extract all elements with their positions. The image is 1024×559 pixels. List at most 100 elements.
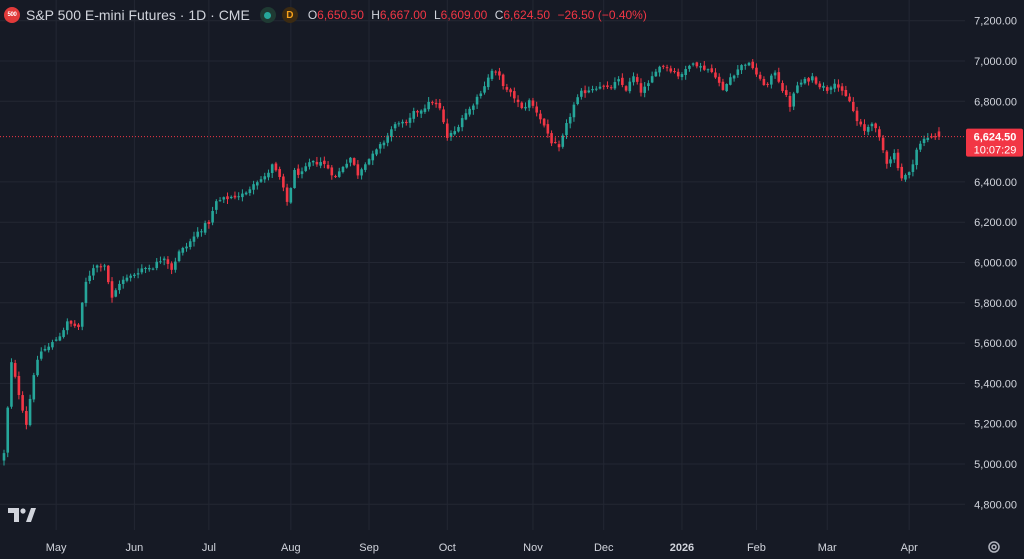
- candle[interactable]: [866, 124, 870, 136]
- candle[interactable]: [457, 124, 460, 133]
- candle[interactable]: [535, 101, 538, 117]
- candle[interactable]: [352, 157, 356, 167]
- candle[interactable]: [427, 97, 430, 112]
- candle[interactable]: [643, 81, 646, 98]
- candle[interactable]: [278, 166, 281, 180]
- candle[interactable]: [568, 113, 572, 129]
- candle[interactable]: [237, 192, 240, 201]
- candle[interactable]: [509, 87, 512, 97]
- candle[interactable]: [233, 191, 237, 200]
- candle[interactable]: [621, 73, 624, 88]
- candle[interactable]: [561, 133, 565, 149]
- candle[interactable]: [807, 76, 810, 86]
- candle[interactable]: [244, 191, 248, 196]
- gear-icon[interactable]: [987, 540, 1001, 559]
- candle[interactable]: [688, 64, 691, 72]
- candle[interactable]: [39, 347, 43, 361]
- candle[interactable]: [103, 263, 106, 271]
- candle[interactable]: [799, 79, 803, 88]
- candle[interactable]: [401, 119, 404, 128]
- candle[interactable]: [28, 394, 32, 427]
- data-badge[interactable]: D: [281, 7, 298, 23]
- candle[interactable]: [200, 228, 203, 237]
- candle[interactable]: [419, 109, 423, 118]
- candle[interactable]: [889, 156, 892, 168]
- candle[interactable]: [88, 270, 91, 284]
- candle[interactable]: [241, 189, 244, 202]
- candle[interactable]: [758, 71, 762, 81]
- candle[interactable]: [393, 121, 397, 132]
- candle[interactable]: [907, 171, 911, 179]
- candle[interactable]: [770, 73, 773, 89]
- candle[interactable]: [259, 176, 263, 183]
- candle[interactable]: [803, 76, 807, 85]
- candle[interactable]: [323, 156, 326, 169]
- symbol-logo-icon[interactable]: 500: [4, 7, 20, 23]
- candle[interactable]: [747, 61, 751, 67]
- candle[interactable]: [349, 156, 352, 167]
- time-axis[interactable]: May Jun Jul Aug Sep Oct Nov Dec 2026 Feb Mar Apr: [46, 542, 918, 554]
- candle[interactable]: [792, 91, 795, 111]
- candle[interactable]: [606, 81, 609, 89]
- candle[interactable]: [107, 265, 110, 285]
- candle[interactable]: [542, 118, 546, 128]
- price-axis[interactable]: 7,200.00 7,000.00 6,800.00 6,400.00 6,200.00…: [974, 16, 1017, 512]
- candle[interactable]: [617, 76, 620, 86]
- candle[interactable]: [811, 72, 814, 83]
- candle[interactable]: [125, 274, 129, 283]
- candle[interactable]: [591, 85, 594, 93]
- candle[interactable]: [833, 79, 836, 93]
- candle[interactable]: [602, 84, 606, 90]
- candle[interactable]: [229, 195, 233, 200]
- candle[interactable]: [680, 72, 684, 81]
- candle[interactable]: [408, 113, 412, 128]
- candle[interactable]: [285, 183, 289, 206]
- candle[interactable]: [665, 64, 669, 72]
- candle[interactable]: [170, 261, 173, 275]
- candle[interactable]: [341, 165, 345, 174]
- candle[interactable]: [110, 277, 114, 303]
- candle[interactable]: [147, 264, 151, 272]
- candle[interactable]: [852, 97, 855, 113]
- candle[interactable]: [423, 104, 427, 114]
- candle[interactable]: [185, 242, 188, 252]
- candle[interactable]: [818, 81, 822, 90]
- candle[interactable]: [13, 359, 17, 379]
- candle[interactable]: [296, 164, 300, 179]
- candle[interactable]: [151, 267, 155, 271]
- candle[interactable]: [174, 257, 177, 273]
- candle[interactable]: [367, 158, 371, 166]
- candle[interactable]: [416, 109, 419, 117]
- candle[interactable]: [371, 150, 375, 166]
- candle[interactable]: [438, 98, 442, 111]
- candle[interactable]: [613, 77, 617, 91]
- symbol-title[interactable]: S&P 500 E-mini Futures · 1D · CME: [26, 7, 250, 23]
- candle[interactable]: [159, 256, 162, 264]
- candle[interactable]: [922, 135, 926, 147]
- candle[interactable]: [177, 249, 181, 263]
- candle[interactable]: [25, 406, 28, 430]
- candle[interactable]: [576, 94, 579, 106]
- candle[interactable]: [583, 85, 587, 98]
- candle[interactable]: [267, 169, 270, 181]
- candle[interactable]: [378, 141, 382, 154]
- candle[interactable]: [80, 302, 84, 331]
- candle[interactable]: [304, 162, 308, 173]
- candle[interactable]: [36, 355, 39, 377]
- candle[interactable]: [311, 160, 315, 166]
- candle[interactable]: [442, 106, 445, 124]
- candle[interactable]: [676, 68, 680, 80]
- candle[interactable]: [188, 238, 192, 250]
- candle[interactable]: [192, 231, 196, 247]
- candle[interactable]: [501, 73, 505, 90]
- candle[interactable]: [743, 63, 747, 70]
- candle[interactable]: [211, 206, 214, 226]
- candle[interactable]: [725, 83, 728, 93]
- candle[interactable]: [479, 90, 483, 99]
- candle[interactable]: [375, 148, 378, 157]
- candle[interactable]: [669, 65, 673, 74]
- candle[interactable]: [822, 82, 825, 92]
- candle[interactable]: [166, 256, 170, 269]
- candle[interactable]: [930, 133, 933, 139]
